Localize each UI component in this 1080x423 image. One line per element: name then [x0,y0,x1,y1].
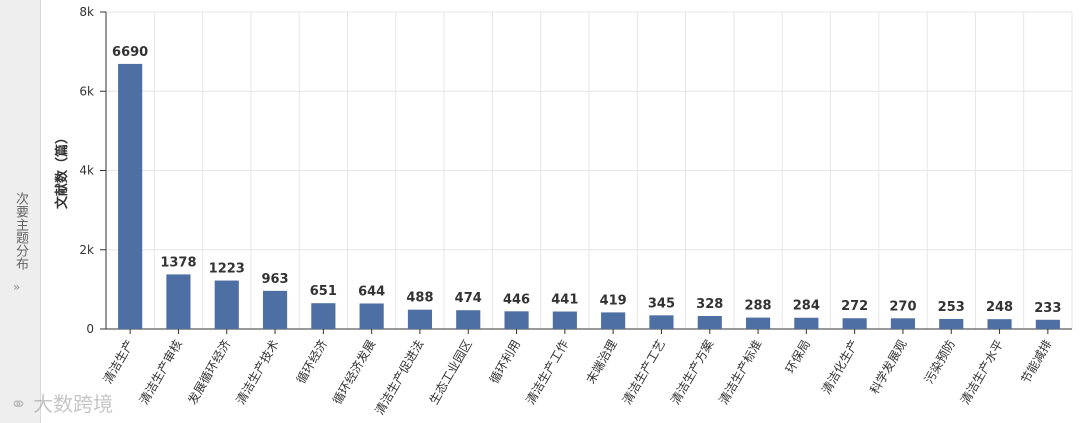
bar [890,318,916,329]
bar [504,311,529,329]
value-label: 644 [358,284,385,299]
bar [262,290,288,329]
expand-icon[interactable]: » [13,280,21,294]
y-axis-title: 文献数（篇） [54,131,70,209]
bar [407,309,433,329]
bar [601,312,626,329]
x-tick-label: 清洁生产方案 [667,337,716,407]
value-label: 248 [986,300,1013,315]
value-label: 288 [744,299,771,314]
x-tick-label: 循环经济 [293,337,330,386]
value-label: 272 [841,299,868,314]
bar [118,63,143,329]
value-label: 270 [889,299,916,314]
x-tick-label: 环保局 [783,338,813,376]
x-tick-label: 循环经济发展 [329,337,378,407]
y-tick-label: 4k [79,164,94,178]
x-tick-label: 清洁生产审核 [136,337,185,407]
watermark: ⚭ 大数跨境 [10,392,114,416]
bar [939,318,964,329]
x-tick-label: 发展循环经济 [184,337,233,407]
x-tick-label: 清洁生产水平 [958,338,1006,407]
x-tick-label: 生态工业园区 [427,338,475,407]
value-label: 963 [261,272,288,287]
x-tick-label: 清洁生产工艺 [620,338,668,407]
bar [745,317,771,329]
value-label: 284 [793,299,820,314]
value-label: 474 [455,291,482,306]
value-label: 345 [648,296,675,311]
bar [311,303,336,329]
bar [214,280,239,329]
x-tick-label: 清洁生产标准 [717,338,765,407]
x-tick-label: 清洁化生产 [819,338,861,397]
bar [166,274,191,329]
value-label: 6690 [112,45,148,60]
watermark-text: 大数跨境 [33,392,114,416]
x-tick-label: 科学发展观 [867,337,910,396]
bar [697,316,722,329]
bar [552,311,577,329]
x-tick-label: 循环利用 [487,338,523,387]
x-tick-label: 末端治理 [584,338,620,387]
bar [649,315,674,329]
x-tick-label: 污染预防 [921,337,958,386]
x-tick-label: 清洁生产促进法 [372,338,426,418]
x-tick-label: 节能减排 [1018,338,1054,387]
bar [842,318,867,329]
value-label: 253 [938,300,965,315]
y-tick-label: 8k [79,5,94,19]
bar [359,303,384,329]
value-label: 1378 [160,255,196,270]
value-label: 328 [696,297,723,312]
bar [987,319,1012,329]
value-label: 441 [551,293,578,308]
value-label: 446 [503,292,530,307]
y-tick-label: 2k [79,243,94,257]
sidebar-label: 次要主题分布 [13,192,28,270]
bar [794,317,819,329]
value-label: 651 [310,284,337,299]
value-label: 1223 [209,262,245,277]
y-tick-label: 0 [86,322,94,336]
x-tick-label: 清洁生产技术 [234,338,282,407]
x-tick-label: 清洁生产 [101,338,137,387]
x-tick-label: 清洁生产工作 [523,338,571,407]
value-label: 419 [600,293,627,308]
sidebar[interactable]: 次要主题分布 » [0,0,41,423]
bar [456,310,481,329]
bar [1035,319,1060,329]
value-label: 233 [1034,301,1061,316]
value-label: 488 [406,291,433,306]
y-tick-label: 6k [79,84,94,98]
